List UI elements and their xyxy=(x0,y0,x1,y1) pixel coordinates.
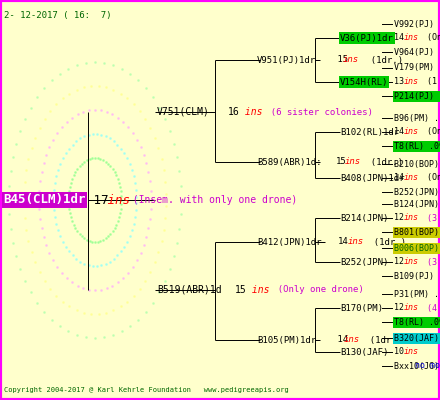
Text: ins: ins xyxy=(239,107,263,117)
Text: ins: ins xyxy=(403,34,418,42)
Text: B109(PJ) .09 G9 -Sardasht93R: B109(PJ) .09 G9 -Sardasht93R xyxy=(394,272,440,280)
Text: B130(JAF): B130(JAF) xyxy=(340,348,389,356)
Text: B408(JPN)1dr: B408(JPN)1dr xyxy=(340,174,404,182)
Text: ins: ins xyxy=(403,348,418,356)
Text: 14: 14 xyxy=(332,336,348,344)
Text: B170(PM): B170(PM) xyxy=(340,304,383,312)
Text: 13: 13 xyxy=(394,78,409,86)
Text: ins: ins xyxy=(344,336,360,344)
Text: B102(RL)1dr: B102(RL)1dr xyxy=(340,128,399,136)
Text: Copyright 2004-2017 @ Karl Kehrle Foundation   www.pedigreeapis.org: Copyright 2004-2017 @ Karl Kehrle Founda… xyxy=(4,387,289,393)
Text: B45(CLM)1dr: B45(CLM)1dr xyxy=(3,194,85,206)
Text: T8(RL) .09: T8(RL) .09 xyxy=(394,142,440,150)
Text: 15: 15 xyxy=(235,285,247,295)
Text: ins: ins xyxy=(343,56,359,64)
Text: (1 single colony): (1 single colony) xyxy=(417,78,440,86)
Text: (1dr.): (1dr.) xyxy=(360,158,403,166)
Text: P214(PJ) .10G5 -PrimGreen00: P214(PJ) .10G5 -PrimGreen00 xyxy=(394,92,440,100)
Text: (Insem. with only one drone): (Insem. with only one drone) xyxy=(121,195,297,205)
Text: B589(ABR)1d:: B589(ABR)1d: xyxy=(257,158,322,166)
Text: (One single drone): (One single drone) xyxy=(417,128,440,136)
Text: V179(PM) .12 G24 -Sinop62R: V179(PM) .12 G24 -Sinop62R xyxy=(394,64,440,72)
Text: ins: ins xyxy=(403,174,418,182)
Text: B801(BOP) .08: B801(BOP) .08 xyxy=(394,228,440,236)
Text: (3 sister colonies): (3 sister colonies) xyxy=(417,258,440,266)
Text: ins: ins xyxy=(403,214,418,222)
Text: ins: ins xyxy=(403,128,418,136)
Text: V154H(RL): V154H(RL) xyxy=(340,78,389,86)
Text: 14: 14 xyxy=(394,174,409,182)
Text: (One single drone): (One single drone) xyxy=(417,34,440,42)
Text: Bxx10(JG) .: Bxx10(JG) . xyxy=(394,362,440,370)
Text: B252(JPN) .12 G11 -NO6294R: B252(JPN) .12 G11 -NO6294R xyxy=(394,188,440,196)
Text: 12: 12 xyxy=(394,258,409,266)
Text: B412(JPN)1dr: B412(JPN)1dr xyxy=(257,238,322,246)
Text: B320(JAF) .08: B320(JAF) .08 xyxy=(394,334,440,342)
Text: (1dr.): (1dr.) xyxy=(360,56,403,64)
Text: B519(ABR)1d: B519(ABR)1d xyxy=(157,285,222,295)
Text: 15: 15 xyxy=(332,56,348,64)
Text: 16: 16 xyxy=(228,107,240,117)
Text: ins: ins xyxy=(403,304,418,312)
Text: (4 sister colonies): (4 sister colonies) xyxy=(417,304,440,312)
Text: B252(JPN): B252(JPN) xyxy=(340,258,389,266)
Text: 14: 14 xyxy=(394,128,409,136)
Text: 12: 12 xyxy=(394,304,409,312)
Text: B96(PM) .12G16 -AthosSt80R: B96(PM) .12G16 -AthosSt80R xyxy=(394,114,440,122)
Text: ins: ins xyxy=(348,238,364,246)
Text: (One single drone): (One single drone) xyxy=(417,174,440,182)
Text: V992(PJ) .12G7 -PrimGreen00: V992(PJ) .12G7 -PrimGreen00 xyxy=(394,20,440,28)
Text: ins: ins xyxy=(403,78,418,86)
Text: (6 sister colonies): (6 sister colonies) xyxy=(260,108,373,116)
Text: no more: no more xyxy=(415,362,440,370)
Text: (3 sister colonies): (3 sister colonies) xyxy=(417,214,440,222)
Text: B210(BOP) .12 G11 -NO6294R: B210(BOP) .12 G11 -NO6294R xyxy=(394,160,440,168)
Text: 15: 15 xyxy=(336,158,347,166)
Text: V751(CLM)-: V751(CLM)- xyxy=(157,107,216,117)
Text: B214(JPN): B214(JPN) xyxy=(340,214,389,222)
Text: G5 -Athos00R: G5 -Athos00R xyxy=(436,318,440,326)
Text: 17: 17 xyxy=(86,194,109,206)
Text: (1dr.): (1dr.) xyxy=(363,238,406,246)
Text: (1dr.): (1dr.) xyxy=(359,336,402,344)
Text: 14: 14 xyxy=(394,34,409,42)
Text: ins: ins xyxy=(403,258,418,266)
Text: ins: ins xyxy=(246,285,269,295)
Text: T8(RL) .09: T8(RL) .09 xyxy=(394,318,440,326)
Text: 2- 12-2017 ( 16:  7): 2- 12-2017 ( 16: 7) xyxy=(4,11,111,20)
Text: P31(PM) .10G5 -PrimGreen00: P31(PM) .10G5 -PrimGreen00 xyxy=(394,290,440,298)
Text: 12: 12 xyxy=(394,214,409,222)
Text: V964(PJ) .12G7 -PrimGreen00: V964(PJ) .12G7 -PrimGreen00 xyxy=(394,48,440,56)
Text: 10: 10 xyxy=(394,348,409,356)
Text: ins: ins xyxy=(100,194,130,206)
Text: V36(PJ)1dr: V36(PJ)1dr xyxy=(340,34,394,42)
Text: (Only one drone): (Only one drone) xyxy=(267,286,364,294)
Text: G5 -Athos00R: G5 -Athos00R xyxy=(436,142,440,150)
Text: B006(BOP) .10: B006(BOP) .10 xyxy=(394,244,440,252)
Text: B105(PM)1dr: B105(PM)1dr xyxy=(257,336,316,344)
Text: V951(PJ)1dr: V951(PJ)1dr xyxy=(257,56,316,64)
Text: ins: ins xyxy=(345,158,361,166)
Text: 14: 14 xyxy=(338,238,349,246)
Text: B124(JPN) .11  G10 -NO6294R: B124(JPN) .11 G10 -NO6294R xyxy=(394,200,440,208)
